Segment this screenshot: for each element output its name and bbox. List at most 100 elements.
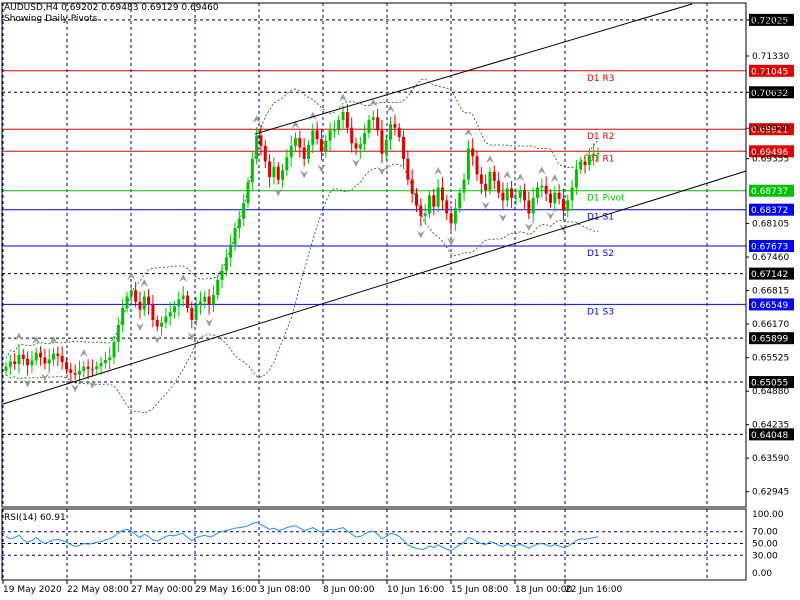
y-tick-label: 0.69940 bbox=[752, 124, 789, 134]
candle-body bbox=[458, 192, 462, 209]
candle-body bbox=[43, 357, 47, 364]
candle-body bbox=[26, 358, 30, 366]
candle-body bbox=[380, 130, 384, 154]
grid-layer bbox=[2, 3, 708, 580]
fractal-down-marker bbox=[135, 322, 144, 331]
fractal-up-marker bbox=[291, 120, 300, 129]
candle-body bbox=[436, 187, 440, 207]
envelope-bands bbox=[5, 78, 599, 414]
fractal-up-marker bbox=[485, 155, 494, 164]
price-panel-frame bbox=[1, 2, 747, 508]
candle-body bbox=[484, 183, 488, 191]
candle-body bbox=[272, 166, 276, 178]
price-box-label: 0.68372 bbox=[751, 206, 788, 216]
candle-body bbox=[510, 188, 514, 198]
rsi-tick-label: 100.00 bbox=[752, 510, 784, 520]
y-tick-label: 0.65525 bbox=[752, 354, 789, 364]
channel-lower-line bbox=[2, 170, 747, 405]
candle-body bbox=[168, 312, 172, 317]
price-box-label: 0.65055 bbox=[751, 379, 788, 389]
candle-body bbox=[479, 174, 483, 184]
fractal-down-marker bbox=[416, 230, 425, 239]
candle-body bbox=[203, 296, 207, 302]
price-box-0.70632 bbox=[749, 86, 794, 99]
candle-body bbox=[17, 354, 21, 365]
candle-body bbox=[86, 366, 90, 369]
candle-body bbox=[47, 359, 51, 364]
fractal-down-marker bbox=[40, 373, 49, 382]
candle-body bbox=[440, 187, 444, 201]
fractal-down-marker bbox=[23, 379, 32, 388]
pivot-label-d1-s3: D1 S3 bbox=[587, 307, 614, 317]
price-box-label: 0.69496 bbox=[751, 148, 788, 158]
trend-channel bbox=[2, 3, 747, 405]
candle-body bbox=[177, 299, 181, 307]
candle-body bbox=[570, 187, 574, 201]
rsi-panel-frame bbox=[1, 508, 747, 581]
candle-body bbox=[540, 185, 544, 188]
candle-body bbox=[449, 213, 453, 224]
candle-body bbox=[376, 117, 380, 131]
candle-body bbox=[497, 180, 501, 193]
fractal-up-marker bbox=[369, 98, 378, 107]
candle-body bbox=[531, 197, 535, 214]
candle-body bbox=[185, 295, 189, 308]
fractal-up-marker bbox=[127, 271, 136, 280]
candle-body bbox=[557, 192, 561, 199]
candle-body bbox=[216, 279, 220, 296]
candle-body bbox=[173, 306, 177, 313]
candle-body bbox=[198, 301, 202, 306]
fractal-down-marker bbox=[377, 167, 386, 176]
candle-body bbox=[39, 352, 43, 358]
candle-body bbox=[492, 171, 496, 181]
candle-body bbox=[337, 119, 341, 131]
rsi-tick-label: 50.00 bbox=[752, 540, 778, 550]
candle-body bbox=[155, 319, 159, 327]
fractal-up-marker bbox=[464, 128, 473, 137]
fractal-down-marker bbox=[71, 384, 80, 393]
candle-body bbox=[21, 354, 25, 359]
candle-body bbox=[518, 190, 522, 198]
candle-body bbox=[160, 322, 164, 327]
candle-body bbox=[592, 153, 596, 157]
y-tick-label: 0.66170 bbox=[752, 320, 789, 330]
upper-band bbox=[5, 78, 599, 359]
candle-body bbox=[181, 295, 185, 300]
candle-body bbox=[285, 157, 289, 171]
y-tick-label: 0.72025 bbox=[752, 16, 789, 26]
candle-body bbox=[488, 171, 492, 191]
candle-body bbox=[397, 127, 401, 138]
candle-body bbox=[8, 361, 12, 367]
candle-body bbox=[475, 156, 479, 175]
candle-body bbox=[315, 130, 319, 140]
price-box-0.72025 bbox=[749, 13, 794, 26]
fractal-up-marker bbox=[32, 336, 41, 345]
price-box-label: 0.71045 bbox=[751, 67, 788, 77]
candle-body bbox=[302, 147, 306, 159]
candle-body bbox=[134, 290, 138, 302]
axes: 0.72025 0.71045 0.70632 0.69921 0.69496 0.687… bbox=[1, 2, 794, 595]
candle-body bbox=[298, 138, 302, 148]
candle-body bbox=[544, 185, 548, 194]
candle-body bbox=[250, 158, 254, 183]
candle-body bbox=[13, 361, 17, 365]
candle-body bbox=[73, 372, 77, 375]
price-box-0.68372 bbox=[749, 203, 794, 216]
candle-body bbox=[129, 290, 133, 297]
price-box-0.69496 bbox=[749, 145, 794, 158]
candle-body bbox=[164, 316, 168, 323]
candle-body bbox=[289, 145, 293, 158]
candle-body bbox=[64, 362, 68, 370]
x-tick-label: 3 Jun 08:00 bbox=[259, 585, 311, 595]
candle-body bbox=[561, 198, 565, 211]
rsi-tick-label: 30.00 bbox=[752, 551, 778, 561]
chart-subtitle: Showing Daily Pivots bbox=[4, 14, 98, 24]
candle-body bbox=[583, 161, 587, 166]
candle-body bbox=[523, 190, 527, 201]
fractal-down-marker bbox=[481, 201, 490, 210]
y-tick-label: 0.69355 bbox=[752, 155, 789, 165]
candle-body bbox=[95, 366, 99, 370]
fractal-up-marker bbox=[516, 173, 525, 182]
candle-body bbox=[90, 368, 94, 370]
